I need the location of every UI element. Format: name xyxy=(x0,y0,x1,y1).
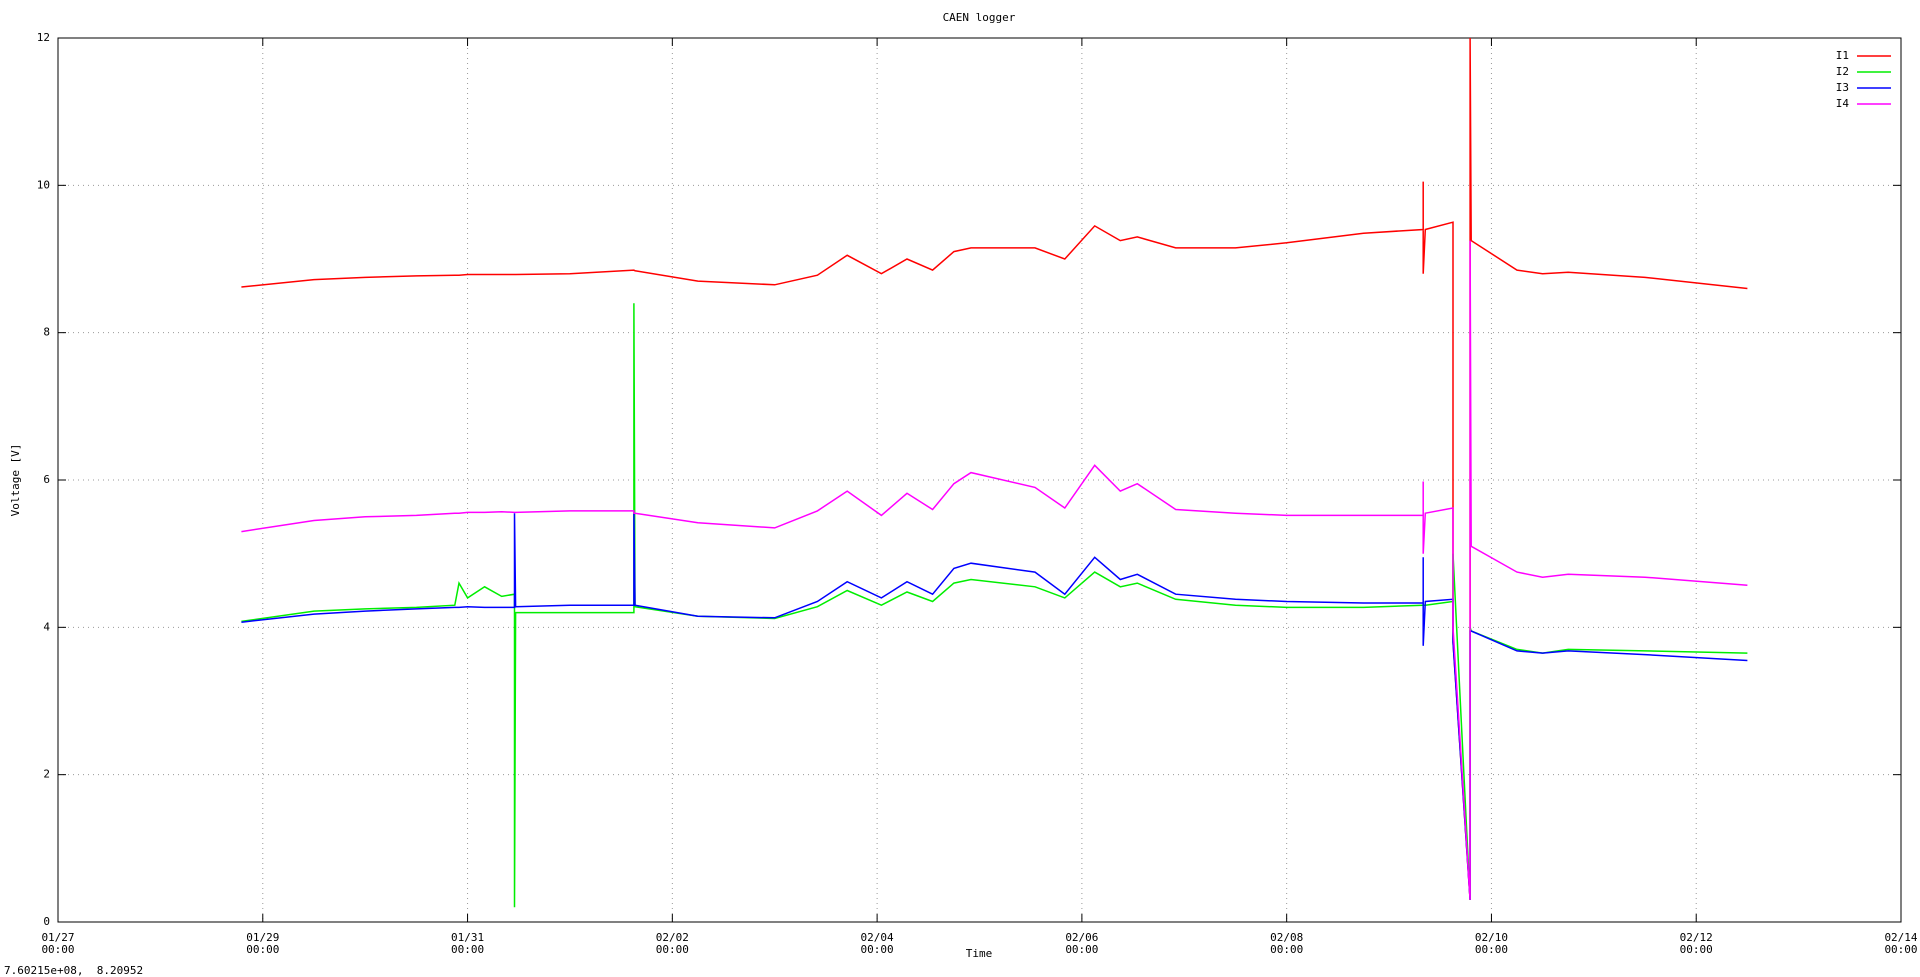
x-tick-label: 01/29 00:00 xyxy=(246,931,280,956)
x-axis-label: Time xyxy=(966,947,993,960)
series-line xyxy=(241,303,1748,908)
legend-label: I3 xyxy=(1836,81,1849,94)
plot-frame xyxy=(57,37,1902,923)
x-tick-label: 02/06 00:00 xyxy=(1065,931,1099,956)
y-tick-label: 4 xyxy=(43,620,50,633)
status-text: 7.60215e+08, 8.20952 xyxy=(4,964,144,977)
x-tick-label: 02/10 00:00 xyxy=(1474,931,1508,956)
legend-label: I1 xyxy=(1836,49,1849,62)
y-tick-label: 10 xyxy=(37,178,50,191)
x-tick-label: 02/12 00:00 xyxy=(1679,931,1713,956)
x-tick-label: 02/04 00:00 xyxy=(860,931,894,956)
x-tick-label: 01/27 00:00 xyxy=(41,931,75,956)
y-tick-label: 2 xyxy=(43,768,50,781)
y-tick-label: 0 xyxy=(43,915,50,928)
x-tick-label: 02/08 00:00 xyxy=(1270,931,1304,956)
legend-label: I2 xyxy=(1836,65,1849,78)
series-line xyxy=(241,240,1748,900)
y-axis-label: Voltage [V] xyxy=(9,444,22,517)
series-line xyxy=(241,513,1748,900)
y-tick-label: 12 xyxy=(37,31,50,44)
x-tick-label: 02/02 00:00 xyxy=(655,931,689,956)
legend-label: I4 xyxy=(1836,97,1850,110)
x-tick-label: 01/31 00:00 xyxy=(450,931,485,956)
x-tick-label: 02/14 00:00 xyxy=(1884,931,1918,956)
y-tick-label: 6 xyxy=(43,473,50,486)
chart-title: CAEN logger xyxy=(943,11,1016,24)
y-tick-label: 8 xyxy=(43,326,50,339)
